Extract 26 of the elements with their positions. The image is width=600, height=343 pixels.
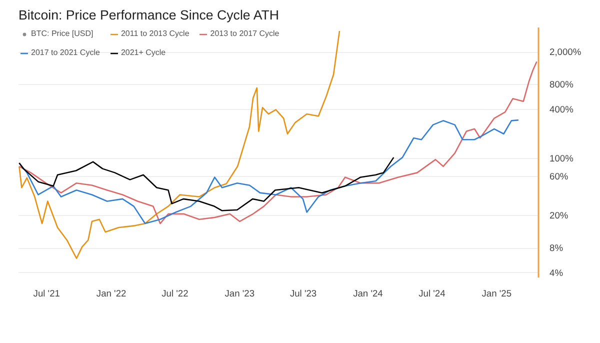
legend-label: BTC: Price [USD]	[31, 29, 94, 38]
y-tick-label: 60%	[550, 172, 568, 182]
x-tick-label: Jul '21	[33, 288, 60, 298]
y-tick-label: 800%	[550, 80, 574, 90]
line-series	[18, 30, 340, 260]
x-tick-label: Jul '22	[162, 288, 188, 298]
y-tick-label: 2,000%	[550, 47, 582, 58]
legend-label: 2017 to 2021 Cycle	[31, 48, 100, 57]
y-tick-label: 100%	[550, 153, 574, 164]
y-tick-label: 20%	[550, 210, 568, 221]
x-tick-label: Jan '22	[96, 288, 126, 298]
legend-label: 2011 to 2013 Cycle	[120, 29, 190, 38]
y-tick-label: 8%	[550, 243, 563, 254]
x-tick-label: Jan '23	[224, 288, 255, 298]
x-tick-label: Jul '23	[290, 288, 317, 298]
chart-title: Bitcoin: Price Performance Since Cycle ATH	[18, 8, 279, 22]
line-series	[18, 60, 538, 224]
x-tick-label: Jan '24	[353, 288, 383, 298]
x-tick-label: Jul '24	[418, 288, 446, 298]
y-tick-label: 4%	[550, 268, 563, 278]
x-tick-label: Jan '25	[482, 288, 512, 298]
line-series	[18, 119, 520, 224]
legend-label: 2013 to 2017 Cycle	[210, 29, 280, 38]
line-series	[18, 156, 394, 212]
legend-label: 2021+ Cycle	[120, 48, 166, 57]
y-tick-label: 400%	[550, 104, 574, 114]
